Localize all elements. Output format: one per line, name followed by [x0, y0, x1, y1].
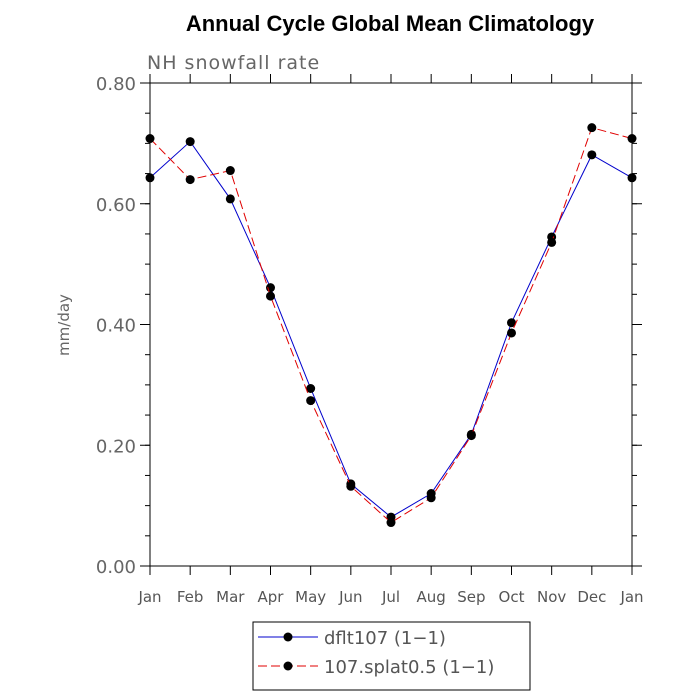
x-tick-label: Mar — [216, 588, 245, 606]
legend-marker-splat — [283, 661, 293, 671]
x-tick-label: Aug — [417, 588, 446, 606]
x-tick-label: Nov — [537, 588, 566, 606]
y-tick-label: 0.20 — [96, 436, 136, 457]
data-point — [145, 134, 155, 144]
x-tick-label: Oct — [499, 588, 525, 606]
legend-label-splat: 107.splat0.5 (1−1) — [324, 657, 494, 678]
data-point — [507, 318, 516, 328]
data-point — [346, 481, 356, 491]
x-tick-label: Jun — [338, 588, 362, 606]
y-tick-label: 0.60 — [96, 195, 136, 216]
x-tick-label: May — [295, 588, 326, 606]
x-tick-label: Apr — [258, 588, 285, 606]
x-tick-label: Feb — [177, 588, 204, 606]
x-tick-label: Jan — [619, 588, 643, 606]
y-tick-label: 0.80 — [96, 74, 136, 95]
data-point — [145, 173, 155, 183]
data-point — [587, 123, 597, 133]
y-tick-label: 0.40 — [96, 316, 136, 337]
data-point — [426, 493, 436, 503]
data-point — [627, 134, 637, 144]
data-point — [587, 150, 597, 160]
x-tick-label: Jan — [137, 588, 161, 606]
y-tick-label: 0.00 — [96, 557, 136, 578]
series-line — [149, 140, 633, 518]
minor-ticks — [145, 82, 637, 567]
y-axis-label: mm/day — [55, 294, 73, 356]
data-point — [627, 173, 637, 183]
legend: dflt107 (1−1) 107.splat0.5 (1−1) — [252, 621, 531, 691]
chart-title: Annual Cycle Global Mean Climatology — [186, 11, 595, 36]
x-tick-label: Sep — [457, 588, 485, 606]
x-ticks: Jan Feb Mar Apr May Jun Jul Aug Sep Oct Nov Dec Jan — [137, 74, 644, 606]
data-point — [266, 291, 275, 301]
data-point — [547, 237, 557, 247]
data-point — [466, 431, 476, 441]
data-point — [185, 175, 195, 185]
data-point — [225, 166, 235, 176]
chart-subtitle: NH snowfall rate — [147, 52, 320, 74]
legend-box — [252, 621, 531, 691]
plot-frame — [149, 82, 633, 567]
legend-label-dflt107: dflt107 (1−1) — [324, 628, 446, 649]
data-point — [306, 383, 316, 393]
series-layer — [145, 123, 637, 528]
data-point — [386, 518, 396, 528]
legend-marker-dflt107 — [283, 632, 293, 642]
data-point — [507, 328, 516, 338]
data-point — [225, 194, 235, 204]
x-tick-label: Jul — [381, 588, 400, 606]
data-point — [306, 396, 316, 406]
x-tick-label: Dec — [577, 588, 606, 606]
data-point — [185, 137, 195, 147]
y-ticks: 0.00 0.20 0.40 0.60 0.80 — [96, 74, 642, 578]
